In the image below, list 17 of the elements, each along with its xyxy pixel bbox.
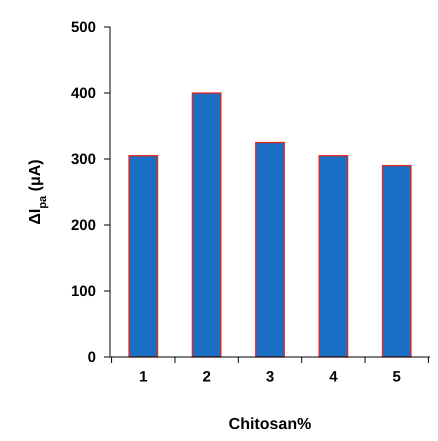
bar — [128, 155, 158, 358]
x-axis-title: Chitosan% — [228, 416, 312, 433]
y-tick-label: 300 — [70, 150, 96, 168]
x-tick-label: 2 — [202, 368, 211, 386]
x-tick-label: 4 — [329, 368, 338, 386]
y-tick-label: 400 — [70, 84, 96, 102]
bar — [192, 92, 222, 358]
y-tick-label: 500 — [70, 18, 96, 36]
x-tick-label: 1 — [139, 368, 148, 386]
bar — [255, 142, 285, 358]
bar — [318, 155, 348, 358]
y-tick-label: 0 — [88, 348, 96, 366]
bar — [382, 164, 412, 358]
y-tick-label: 200 — [70, 216, 96, 234]
y-tick-label: 100 — [70, 282, 96, 300]
x-tick-label: 3 — [266, 368, 274, 386]
x-tick-label: 5 — [392, 368, 401, 386]
